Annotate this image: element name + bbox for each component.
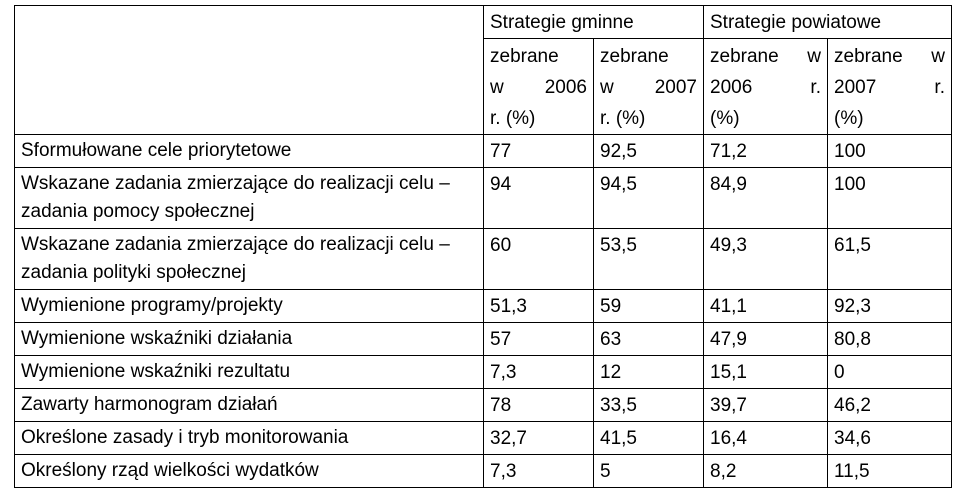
cell-value: 7,3 bbox=[483, 454, 594, 488]
cell-value: 92,3 bbox=[827, 289, 952, 323]
row-label: Sformułowane cele priorytetowe bbox=[14, 134, 484, 168]
row-label: Zawarty harmonogram działań bbox=[14, 388, 484, 422]
cell-value: 46,2 bbox=[827, 388, 952, 422]
cell-value: 84,9 bbox=[703, 167, 828, 229]
cell-value: 78 bbox=[483, 388, 594, 422]
sub-header-powiatowe-2006: zebrane w 2006 r. (%) bbox=[703, 38, 828, 135]
row-label: Określony rząd wielkości wydatków bbox=[14, 454, 484, 488]
cell-value: 94 bbox=[483, 167, 594, 229]
row-label: Wymienione wskaźniki działania bbox=[14, 322, 484, 356]
cell-value: 49,3 bbox=[703, 228, 828, 290]
cell-value: 57 bbox=[483, 322, 594, 356]
cell-value: 11,5 bbox=[827, 454, 952, 488]
sub-header-line: 2007 r. bbox=[834, 77, 945, 98]
cell-value: 60 bbox=[483, 228, 594, 290]
row-label: Wskazane zadania zmierzające do realizac… bbox=[14, 167, 484, 229]
cell-value: 41,5 bbox=[593, 421, 704, 455]
sub-header-line: zebrane w bbox=[710, 46, 821, 67]
cell-value: 15,1 bbox=[703, 355, 828, 389]
cell-value: 71,2 bbox=[703, 134, 828, 168]
table-row: Wymienione wskaźniki rezultatu 7,3 12 15… bbox=[14, 355, 952, 389]
row-label: Wskazane zadania zmierzające do realizac… bbox=[14, 228, 484, 290]
cell-value: 34,6 bbox=[827, 421, 952, 455]
sub-header-line: zebrane w bbox=[834, 46, 945, 67]
table-row: Wskazane zadania zmierzające do realizac… bbox=[14, 167, 952, 229]
row-label: Określone zasady i tryb monitorowania bbox=[14, 421, 484, 455]
cell-value: 100 bbox=[827, 134, 952, 168]
cell-value: 32,7 bbox=[483, 421, 594, 455]
group-header-powiatowe: Strategie powiatowe bbox=[703, 5, 952, 39]
sub-header-powiatowe-2007: zebrane w 2007 r. (%) bbox=[827, 38, 952, 135]
sub-header-line: zebrane bbox=[490, 46, 559, 67]
cell-value: 61,5 bbox=[827, 228, 952, 290]
sub-header-gminne-2007: zebrane w 2007 r. (%) bbox=[593, 38, 704, 135]
table-row: Sformułowane cele priorytetowe 77 92,5 7… bbox=[14, 134, 952, 168]
sub-header-line: (%) bbox=[710, 108, 740, 129]
cell-value: 77 bbox=[483, 134, 594, 168]
sub-header-line: zebrane bbox=[600, 46, 669, 67]
sub-header-line: w 2006 bbox=[490, 77, 587, 98]
sub-header-line: w 2007 bbox=[600, 77, 697, 98]
table-row: Wymienione programy/projekty 51,3 59 41,… bbox=[14, 289, 952, 323]
group-header-gminne: Strategie gminne bbox=[483, 5, 704, 39]
cell-value: 53,5 bbox=[593, 228, 704, 290]
cell-value: 80,8 bbox=[827, 322, 952, 356]
strategies-table: Strategie gminne Strategie powiatowe zeb… bbox=[14, 5, 952, 488]
cell-value: 33,5 bbox=[593, 388, 704, 422]
sub-header-line: (%) bbox=[834, 108, 864, 129]
cell-value: 5 bbox=[593, 454, 704, 488]
cell-value: 100 bbox=[827, 167, 952, 229]
cell-value: 16,4 bbox=[703, 421, 828, 455]
cell-value: 51,3 bbox=[483, 289, 594, 323]
cell-value: 47,9 bbox=[703, 322, 828, 356]
table-row: Wymienione wskaźniki działania 57 63 47,… bbox=[14, 322, 952, 356]
sub-header-line: r. (%) bbox=[490, 108, 536, 129]
sub-header-row: zebrane w 2006 r. (%) zebrane w 2007 r. … bbox=[15, 38, 952, 135]
table-row: Wskazane zadania zmierzające do realizac… bbox=[14, 228, 952, 290]
cell-value: 94,5 bbox=[593, 167, 704, 229]
cell-value: 12 bbox=[593, 355, 704, 389]
group-header-row: Strategie gminne Strategie powiatowe bbox=[14, 5, 952, 135]
cell-value: 8,2 bbox=[703, 454, 828, 488]
empty-corner-cell bbox=[14, 5, 484, 135]
sub-header-line: r. (%) bbox=[600, 108, 646, 129]
sub-header-gminne-2006: zebrane w 2006 r. (%) bbox=[483, 38, 594, 135]
row-label: Wymienione wskaźniki rezultatu bbox=[14, 355, 484, 389]
table-row: Zawarty harmonogram działań 78 33,5 39,7… bbox=[14, 388, 952, 422]
table-row: Określone zasady i tryb monitorowania 32… bbox=[14, 421, 952, 455]
table-row: Określony rząd wielkości wydatków 7,3 5 … bbox=[14, 454, 952, 488]
cell-value: 7,3 bbox=[483, 355, 594, 389]
cell-value: 0 bbox=[827, 355, 952, 389]
cell-value: 39,7 bbox=[703, 388, 828, 422]
sub-header-line: 2006 r. bbox=[710, 77, 821, 98]
cell-value: 41,1 bbox=[703, 289, 828, 323]
row-label: Wymienione programy/projekty bbox=[14, 289, 484, 323]
cell-value: 92,5 bbox=[593, 134, 704, 168]
cell-value: 59 bbox=[593, 289, 704, 323]
cell-value: 63 bbox=[593, 322, 704, 356]
